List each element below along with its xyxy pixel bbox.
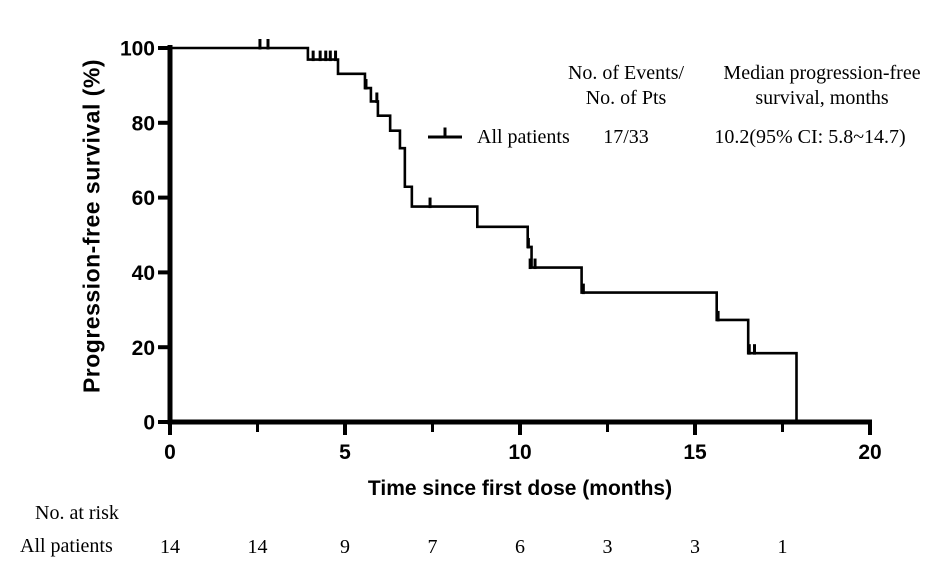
y-tick-label: 40 [132, 262, 155, 285]
at-risk-count: 6 [515, 536, 525, 558]
x-tick-label: 15 [683, 441, 707, 464]
at-risk-count: 9 [340, 536, 350, 558]
at-risk-row-label: All patients [20, 535, 113, 557]
y-tick-label: 60 [132, 187, 155, 210]
x-tick-label: 5 [339, 441, 351, 464]
y-tick-label: 0 [143, 412, 155, 435]
at-risk-count: 3 [603, 536, 613, 558]
at-risk-count: 1 [778, 536, 788, 558]
at-risk-count: 14 [248, 536, 268, 558]
x-tick-label: 20 [858, 441, 881, 464]
legend-median-header-line1: Median progression-free [723, 62, 921, 84]
y-tick-label: 20 [132, 337, 155, 360]
at-risk-header: No. at risk [35, 502, 119, 524]
at-risk-count: 14 [160, 536, 180, 558]
y-tick-label: 80 [132, 112, 155, 135]
legend-median-header-line2: survival, months [755, 87, 889, 109]
x-tick-label: 0 [164, 441, 176, 464]
legend-events-header-line2: No. of Pts [585, 87, 667, 109]
y-axis-title: Progression-free survival (%) [78, 58, 105, 394]
at-risk-count: 7 [428, 536, 438, 558]
at-risk-count: 3 [690, 536, 700, 558]
legend-events-header-line1: No. of Events/ [567, 62, 685, 84]
y-tick-label: 100 [120, 38, 155, 61]
legend-series-events-value: 17/33 [603, 126, 649, 148]
legend-series-median-value: 10.2(95% CI: 5.8~14.7) [714, 126, 906, 148]
km-step-curve [170, 46, 798, 422]
legend-series-label: All patients [477, 126, 570, 148]
x-axis-title: Time since first dose (months) [367, 477, 673, 500]
x-tick-label: 10 [508, 441, 531, 464]
